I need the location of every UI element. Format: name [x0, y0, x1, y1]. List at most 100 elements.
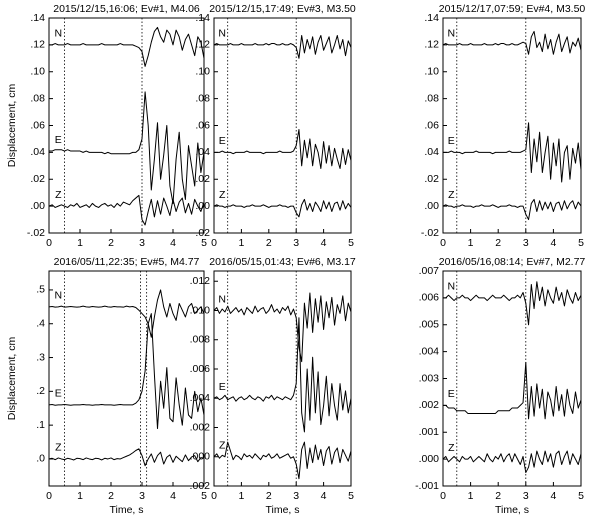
panel-title: 2016/05/16,08:14; Ev#7, M2.77 — [439, 256, 586, 268]
x-tick-label: 2 — [495, 237, 501, 249]
y-tick-label: -.02 — [27, 227, 45, 239]
y-tick-label: .04 — [30, 146, 45, 158]
trace — [443, 361, 582, 420]
y-tick-label: .0 — [36, 453, 45, 465]
y-tick-label: -.02 — [421, 227, 439, 239]
y-tick-label: .000 — [190, 451, 211, 463]
x-tick-label: 3 — [293, 237, 299, 249]
x-tick-label: 0 — [440, 490, 446, 502]
trace — [213, 317, 352, 433]
trace-label: Z — [219, 189, 226, 201]
x-tick-label: 3 — [523, 490, 529, 502]
y-tick-label: .10 — [195, 66, 210, 78]
trace — [442, 450, 582, 474]
y-axis-label: Displacement, cm — [6, 337, 18, 421]
y-tick-label: .04 — [424, 146, 439, 158]
y-tick-label: .02 — [424, 173, 439, 185]
y-tick-label: .003 — [419, 372, 440, 384]
y-tick-label: .4 — [36, 318, 45, 330]
y-tick-label: .002 — [419, 399, 440, 411]
y-tick-label: .004 — [190, 392, 211, 404]
y-tick-label: .5 — [36, 284, 45, 296]
y-tick-label: .010 — [190, 304, 211, 316]
trace-label: E — [448, 388, 455, 400]
panel-title: 2015/12/15,17:49; Ev#3, M3.50 — [209, 3, 356, 15]
y-tick-label: .001 — [419, 426, 440, 438]
x-tick-label: 2 — [495, 490, 501, 502]
x-tick-label: 4 — [170, 490, 176, 502]
y-tick-label: .04 — [195, 146, 210, 158]
trace-label: Z — [448, 442, 455, 454]
trace — [213, 292, 352, 363]
x-tick-label: 2 — [108, 237, 114, 249]
y-tick-label: .08 — [424, 92, 439, 104]
trace — [213, 34, 352, 59]
x-tick-label: 1 — [238, 490, 244, 502]
x-tick-label: 4 — [550, 237, 556, 249]
x-tick-label: 2 — [266, 490, 272, 502]
trace-label: N — [218, 293, 226, 305]
x-tick-label: 2 — [266, 237, 272, 249]
y-tick-label: .02 — [195, 173, 210, 185]
x-tick-label: 1 — [468, 490, 474, 502]
trace-label: N — [218, 28, 226, 40]
plot-frame — [213, 17, 352, 234]
trace — [214, 129, 352, 169]
y-tick-label: .14 — [195, 12, 210, 24]
y-tick-label: -.02 — [192, 227, 210, 239]
y-tick-label: .005 — [419, 319, 440, 331]
y-tick-label: .002 — [190, 421, 211, 433]
trace — [48, 289, 205, 338]
x-axis-label: Time, s — [109, 504, 143, 516]
y-tick-label: .14 — [30, 12, 45, 24]
y-tick-label: .2 — [36, 385, 45, 397]
trace-label: Z — [55, 442, 62, 454]
y-tick-label: .12 — [424, 39, 439, 51]
y-tick-label: .3 — [36, 351, 45, 363]
x-tick-label: 5 — [348, 237, 354, 249]
x-tick-label: 5 — [578, 237, 584, 249]
y-tick-label: .10 — [30, 66, 45, 78]
panel-title: 2015/12/17,07:59; Ev#4, M3.50 — [439, 3, 586, 15]
plot-frame — [213, 270, 352, 487]
x-tick-label: 5 — [578, 490, 584, 502]
trace — [48, 194, 205, 226]
x-axis-label: Time, s — [495, 504, 529, 516]
y-tick-label: .12 — [30, 39, 45, 51]
trace — [213, 441, 352, 480]
y-tick-label: .000 — [419, 453, 440, 465]
y-tick-label: .12 — [195, 39, 210, 51]
plot-frame — [442, 270, 582, 487]
y-tick-label: .08 — [195, 92, 210, 104]
panel-title: 2016/05/15,01:43; Ev#6, M3.17 — [209, 256, 356, 268]
x-tick-label: 0 — [46, 237, 52, 249]
x-tick-label: 5 — [201, 490, 207, 502]
x-axis-label: Time, s — [265, 504, 299, 516]
y-tick-label: .006 — [190, 363, 211, 375]
x-tick-label: 3 — [293, 490, 299, 502]
y-tick-label: .00 — [30, 200, 45, 212]
trace-label: N — [447, 281, 455, 293]
trace-label: E — [55, 134, 62, 146]
y-tick-label: .06 — [195, 119, 210, 131]
trace-label: E — [55, 388, 62, 400]
x-tick-label: 5 — [348, 490, 354, 502]
plot-frame — [48, 270, 205, 487]
x-tick-label: 3 — [139, 237, 145, 249]
x-tick-label: 1 — [468, 237, 474, 249]
y-tick-label: .1 — [36, 419, 45, 431]
trace-label: Z — [219, 440, 226, 452]
y-tick-label: .00 — [195, 200, 210, 212]
x-tick-label: 0 — [211, 490, 217, 502]
trace-label: N — [447, 28, 455, 40]
trace — [48, 313, 205, 430]
y-tick-label: .14 — [424, 12, 439, 24]
x-tick-label: 4 — [170, 237, 176, 249]
trace-label: Z — [55, 189, 62, 201]
x-tick-label: 4 — [321, 490, 327, 502]
trace-label: E — [219, 381, 226, 393]
plot-frame — [442, 17, 582, 234]
y-tick-label: .006 — [419, 292, 440, 304]
trace-label: N — [55, 28, 63, 40]
